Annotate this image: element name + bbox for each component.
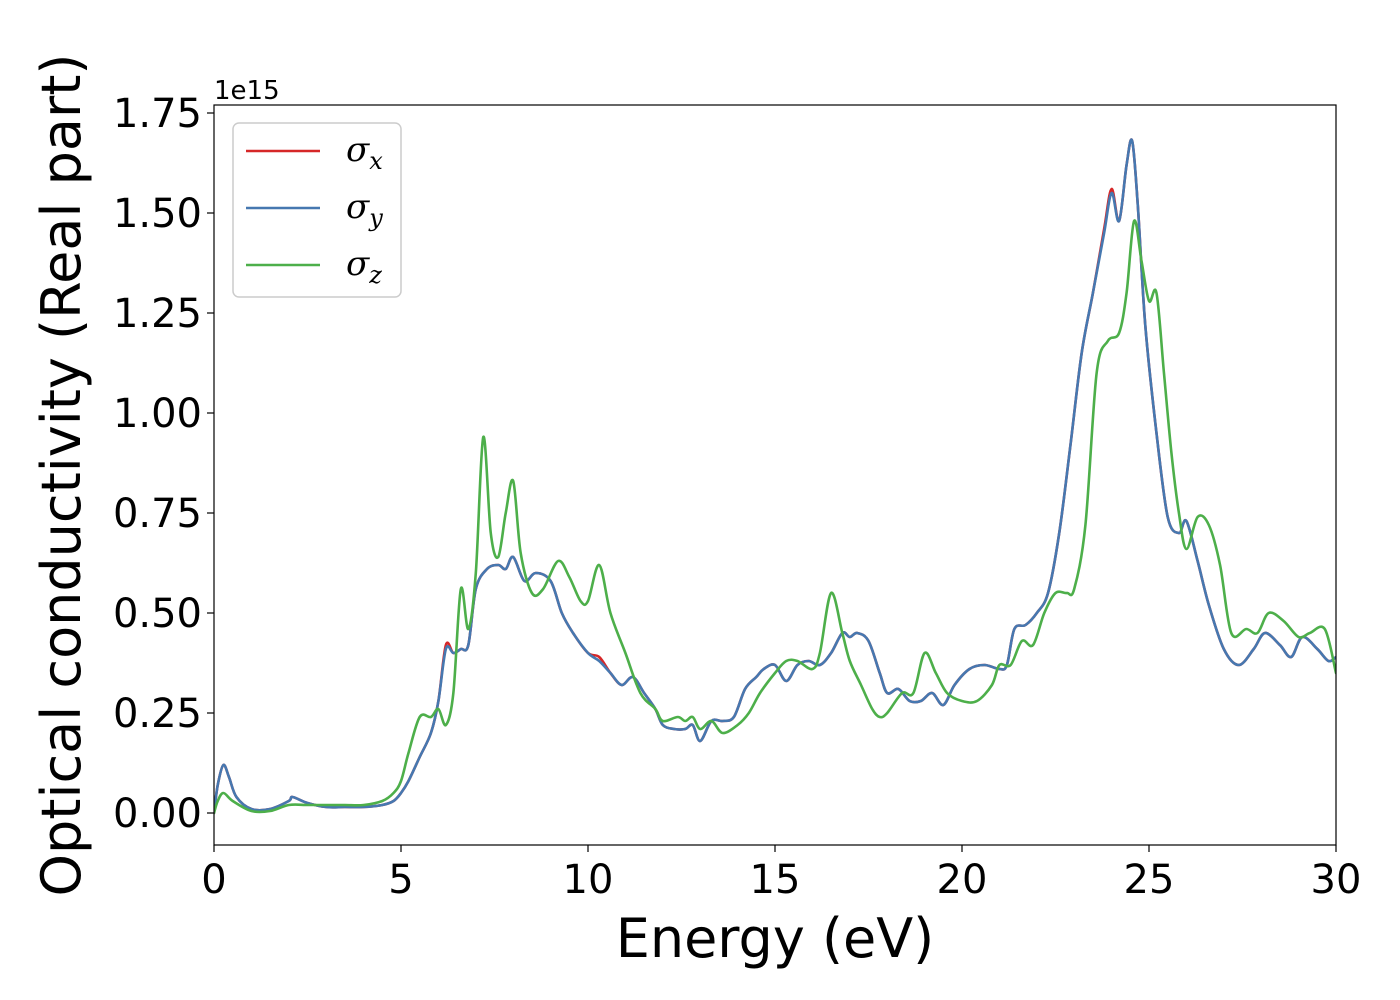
y-axis: 0.00 0.25 0.50 0.75 1.00 1.25 1.50 1.75 (113, 91, 214, 837)
legend-label-x: σx (346, 130, 383, 175)
series-line-z (214, 219, 1336, 815)
y-tick-label: 0.75 (113, 491, 202, 537)
y-tick-label: 1.75 (113, 91, 202, 137)
y-tick-label: 1.50 (113, 191, 202, 237)
x-tick-label: 25 (1124, 857, 1175, 903)
series-line-y (214, 138, 1336, 815)
y-tick-label: 0.00 (113, 791, 202, 837)
y-tick-label: 0.25 (113, 691, 202, 737)
x-tick-label: 30 (1311, 857, 1362, 903)
y-offset-label: 1e15 (214, 76, 280, 106)
series-layer (214, 138, 1336, 815)
y-tick-label: 1.00 (113, 391, 202, 437)
legend-label-z: σz (346, 244, 382, 289)
legend-label-y: σy (346, 187, 383, 232)
x-tick-label: 10 (563, 857, 614, 903)
legend: σx σy σz (232, 122, 402, 298)
legend-box (232, 122, 402, 298)
x-tick-label: 5 (388, 857, 413, 903)
y-tick-label: 1.25 (113, 291, 202, 337)
x-tick-label: 15 (750, 857, 801, 903)
y-tick-label: 0.50 (113, 591, 202, 637)
x-tick-label: 20 (937, 857, 988, 903)
x-axis: 0 5 10 15 20 25 30 (201, 845, 1361, 903)
y-axis-label: Optical conductivity (Real part) (30, 54, 93, 897)
x-tick-label: 0 (201, 857, 226, 903)
x-axis-label: Energy (eV) (616, 907, 935, 970)
